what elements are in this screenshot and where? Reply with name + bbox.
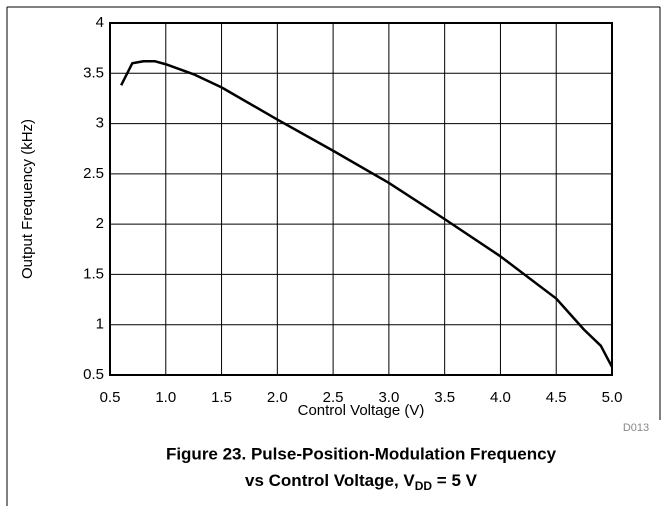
x-tick-label: 3.5 [434,389,455,406]
y-tick-label: 4 [96,14,104,31]
x-tick-label: 4.5 [546,389,567,406]
x-tick-label: 5.0 [602,389,623,406]
x-axis-label: Control Voltage (V) [298,402,425,419]
caption-end: = 5 V [432,471,478,490]
annotation: D013 [623,422,649,434]
y-axis-label: Output Frequency (kHz) [19,119,36,279]
caption-text: vs Control Voltage, V [245,471,415,490]
y-tick-label: 1.5 [83,265,104,282]
y-tick-label: 0.5 [83,366,104,383]
x-tick-label: 4.0 [490,389,511,406]
data-line [120,59,614,368]
caption-line2: vs Control Voltage, VDD = 5 V [245,471,478,493]
plot-border [109,22,613,376]
x-tick-label: 3.0 [378,389,399,406]
x-tick-label: 0.5 [100,389,121,406]
x-tick-label: 1.0 [155,389,176,406]
caption-line1: Figure 23. Pulse-Position-Modulation Fre… [166,444,557,463]
y-tick-label: 2 [96,215,104,232]
x-tick-label: 1.5 [211,389,232,406]
x-tick-label: 2.0 [267,389,288,406]
y-tick-label: 3.5 [83,64,104,81]
caption-sub: DD [415,479,433,493]
y-tick-label: 2.5 [83,165,104,182]
x-tick-label: 2.5 [323,389,344,406]
y-tick-label: 1 [96,316,104,333]
y-tick-label: 3 [96,115,104,132]
